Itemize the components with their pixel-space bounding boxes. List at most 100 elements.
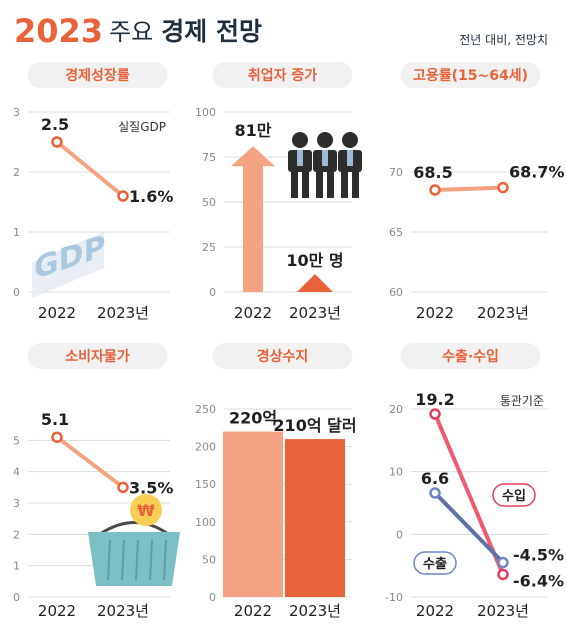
x-category-label: 2022	[38, 602, 76, 620]
y-tick-label: 0	[13, 286, 20, 299]
data-label: 1.6%	[129, 187, 173, 206]
data-label: 210억 달러	[273, 416, 356, 435]
chart-panel-3: 고용률(15~64세) 60 65 70 2022 2023년 68.5 68.7%	[389, 62, 565, 322]
y-tick-label: 0	[209, 591, 216, 604]
data-label: 68.7%	[509, 163, 565, 182]
data-point	[429, 487, 441, 499]
chart-title-pill	[212, 343, 353, 369]
header-title: 경제 전망	[161, 17, 262, 46]
y-tick-label: 1	[13, 560, 20, 573]
y-tick-label: 50	[202, 196, 216, 209]
data-point	[497, 568, 509, 581]
gdp-shadow	[32, 232, 104, 298]
y-tick-label: 10	[389, 466, 403, 479]
basket-slat	[149, 539, 153, 581]
bar	[285, 439, 345, 597]
chart-title-pill	[27, 62, 168, 88]
chart-title-pill	[27, 343, 168, 369]
basket-body	[88, 532, 180, 586]
data-label: -4.5%	[513, 546, 564, 565]
gdp-3d-text-icon: GDP	[32, 228, 105, 298]
chart-title: 고용률(15~64세)	[413, 67, 528, 84]
chart-title: 소비자물가	[65, 349, 130, 365]
person-head	[317, 132, 333, 148]
data-point	[497, 181, 509, 194]
won-symbol: ₩	[137, 501, 155, 520]
y-tick-label: 2	[13, 528, 20, 541]
y-tick-label: 2	[13, 166, 20, 179]
basket-slat	[135, 539, 139, 581]
y-tick-label: 50	[202, 553, 216, 566]
series-tag-label: 수입	[502, 489, 526, 504]
chart-title: 취업자 증가	[248, 68, 317, 84]
series-line-export	[433, 490, 505, 565]
y-tick-label: 3	[13, 497, 20, 510]
header: 2023 주요 경제 전망 전년 대비, 전망치	[14, 12, 548, 50]
chart-title: 경상수지	[257, 348, 309, 365]
data-label: 81만	[235, 121, 272, 140]
person-shirt	[347, 150, 353, 166]
chart-panels: 경제성장률 0 1 2 3 2022 2023년 실질GDP 2.5 1.6% GDP 취업자 증가 0…	[13, 62, 565, 620]
x-category-label: 2022	[416, 304, 454, 322]
chart-title-pill	[400, 62, 541, 88]
x-category-label: 2023년	[477, 304, 529, 322]
data-point	[51, 431, 63, 443]
chart-title-pill	[400, 343, 541, 369]
person-shirt	[322, 150, 328, 166]
bar-arrow	[231, 146, 275, 292]
data-label: 10만 명	[286, 251, 343, 270]
y-tick-label: 75	[202, 151, 216, 164]
chart-panel-4: 소비자물가 0 1 2 3 4 5 2022 2023년 5.1 3.5% ₩	[13, 343, 180, 620]
x-category-label: 2022	[416, 602, 454, 620]
series-line	[55, 435, 125, 490]
chart-title-pill	[212, 62, 353, 88]
data-label: 220억	[229, 409, 277, 428]
y-tick-label: 0	[13, 591, 20, 604]
data-label: 5.1	[41, 410, 69, 429]
y-tick-label: 65	[389, 226, 403, 239]
data-label: 68.5	[413, 163, 452, 182]
series-tag-box	[492, 483, 536, 507]
header-year: 2023	[14, 12, 103, 50]
chart-panel-2: 취업자 증가 0 25 50 75 100 2022 2023년 81만 10만 명	[195, 62, 362, 322]
person-leg	[352, 172, 359, 198]
x-category-label: 2023년	[97, 304, 149, 322]
bar-arrow	[297, 274, 333, 292]
person-leg	[316, 172, 323, 198]
series-tag-export: 수출	[413, 551, 457, 575]
y-tick-label: 0	[209, 286, 216, 299]
x-category-label: 2022	[234, 602, 272, 620]
series-tag-box	[413, 551, 457, 575]
y-tick-label: 200	[195, 441, 216, 454]
x-category-label: 2023년	[477, 602, 529, 620]
y-tick-label: 60	[389, 286, 403, 299]
x-category-label: 2023년	[97, 602, 149, 620]
data-point	[117, 190, 129, 202]
x-category-label: 2022	[38, 304, 76, 322]
y-tick-label: 100	[195, 106, 216, 119]
person-shirt	[297, 150, 303, 166]
chart-note: 통관기준	[500, 394, 544, 408]
series-tag-import: 수입	[492, 483, 536, 507]
y-tick-label: 4	[13, 466, 20, 479]
business-people-icon	[288, 132, 362, 198]
y-tick-label: 150	[195, 478, 216, 491]
x-category-label: 2023년	[289, 304, 341, 322]
chart-title: 수출·수입	[442, 348, 499, 365]
person-leg	[291, 172, 298, 198]
x-category-label: 2023년	[289, 602, 341, 620]
y-tick-label: 250	[195, 403, 216, 416]
data-label: 2.5	[41, 115, 69, 134]
person-head	[342, 132, 358, 148]
person-leg	[327, 172, 334, 198]
data-point	[497, 556, 509, 569]
chart-panel-6: 수출·수입 -10 0 10 20 2022 2023년 통관기준 19.2 -6.4% 6.6 -4…	[385, 343, 564, 620]
y-tick-label: 100	[195, 516, 216, 529]
data-point	[117, 481, 129, 494]
series-line-import	[433, 412, 505, 577]
header-note: 전년 대비, 전망치	[459, 33, 548, 47]
person-leg	[302, 172, 309, 198]
data-point	[429, 408, 441, 420]
person-head	[292, 132, 308, 148]
